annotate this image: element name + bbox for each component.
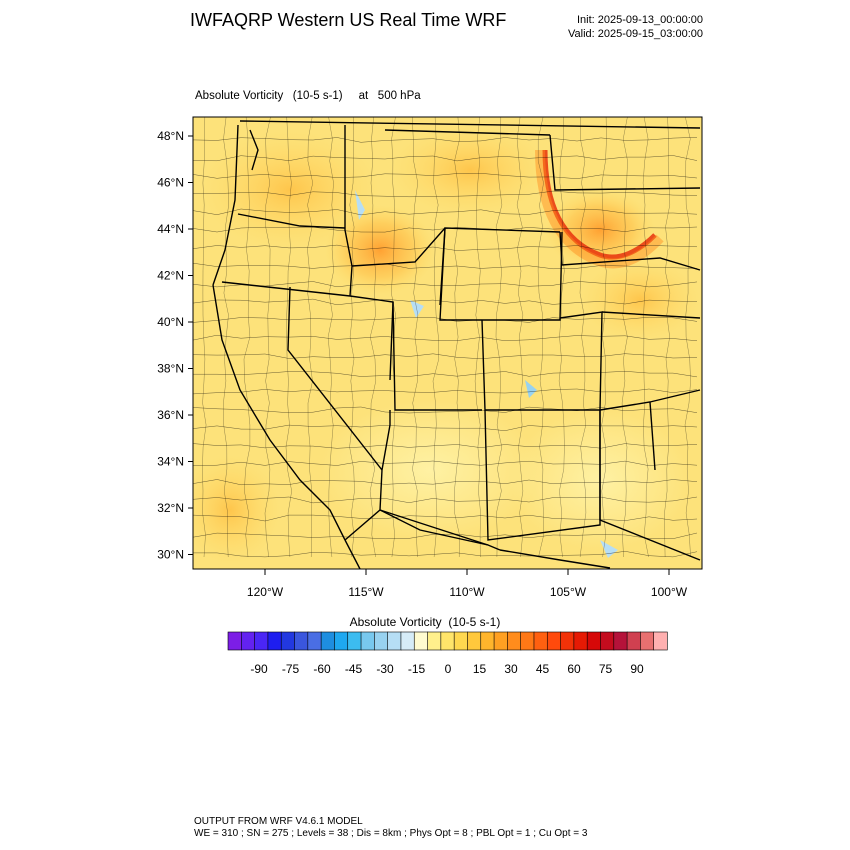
colorbar xyxy=(227,631,668,651)
colorbar-tick-label: 15 xyxy=(473,662,487,676)
colorbar-tick-label: -15 xyxy=(408,662,426,676)
colorbar-swatch xyxy=(507,631,522,651)
colorbar-swatch xyxy=(280,631,296,651)
colorbar-swatch xyxy=(626,631,641,651)
vorticity-area-idaho xyxy=(325,205,435,295)
negative-vorticity-patch xyxy=(355,190,365,220)
colorbar-swatch xyxy=(480,631,495,651)
colorbar-swatch xyxy=(307,631,322,651)
colorbar-tick-label: 90 xyxy=(630,662,644,676)
colorbar-swatch xyxy=(520,631,535,651)
colorbar-tick-label: 75 xyxy=(599,662,613,676)
colorbar-tick-label: -75 xyxy=(282,662,300,676)
footer-model: OUTPUT FROM WRF V4.6.1 MODEL xyxy=(194,816,363,827)
lon-label: 110°W xyxy=(449,585,485,599)
colorbar-tick-label: -30 xyxy=(376,662,394,676)
run-times: Init: 2025-09-13_00:00:00 Valid: 2025-09… xyxy=(568,13,703,41)
colorbar-swatch xyxy=(640,631,655,651)
colorbar-swatch xyxy=(453,631,469,651)
colorbar-swatch xyxy=(241,631,256,651)
colorbar-swatch xyxy=(573,631,588,651)
colorbar-tick-label: 30 xyxy=(504,662,518,676)
colorbar-swatch xyxy=(413,631,429,651)
colorbar-swatch xyxy=(387,631,402,651)
model-footer: OUTPUT FROM WRF V4.6.1 MODEL WE = 310 ; … xyxy=(194,816,587,840)
lat-label: 36°N xyxy=(157,408,184,422)
colorbar-swatch xyxy=(440,631,455,651)
footer-settings: WE = 310 ; SN = 275 ; Levels = 38 ; Dis … xyxy=(194,828,588,839)
lat-label: 42°N xyxy=(157,269,184,283)
lon-label: 115°W xyxy=(348,585,384,599)
map-frame xyxy=(192,116,703,570)
lat-label: 30°N xyxy=(157,548,184,562)
vorticity-area-pacific xyxy=(193,455,280,565)
page-title: IWFAQRP Western US Real Time WRF xyxy=(190,10,507,30)
vorticity-max-arc-halo xyxy=(535,149,664,269)
colorbar-tick-label: 45 xyxy=(536,662,550,676)
colorbar-tick-label: 0 xyxy=(445,662,452,676)
lon-label: 105°W xyxy=(550,585,587,599)
vorticity-max-arc xyxy=(542,149,657,260)
colorbar-tick-label: -45 xyxy=(345,662,363,676)
colorbar-swatch xyxy=(347,631,362,651)
colorbar-swatch xyxy=(546,631,562,651)
colorbar-swatch xyxy=(360,631,375,651)
negative-vorticity-patch xyxy=(525,380,537,398)
colorbar-swatch xyxy=(586,631,602,651)
valid-time: Valid: 2025-09-15_03:00:00 xyxy=(568,28,703,40)
lat-label: 48°N xyxy=(157,129,184,143)
colorbar-swatch xyxy=(613,631,628,651)
lat-label: 32°N xyxy=(157,501,184,515)
colorbar-ticks: -90 -75 -60 -45 -30 -15 0 15 30 45 60 75 90 xyxy=(250,662,644,676)
colorbar-title: Absolute Vorticity (10-5 s-1) xyxy=(349,615,501,629)
colorbar-swatch xyxy=(427,631,442,651)
lat-label: 44°N xyxy=(157,222,184,236)
colorbar-swatch xyxy=(653,631,668,651)
vorticity-area-montana xyxy=(390,125,550,215)
colorbar-swatch xyxy=(294,631,309,651)
colorbar-swatch xyxy=(533,631,548,651)
field-subtitle: Absolute Vorticity (10-5 s-1) at 500 hPa xyxy=(195,90,421,102)
lat-label: 40°N xyxy=(157,315,184,329)
vorticity-area-southwest xyxy=(320,400,540,540)
colorbar-swatch xyxy=(374,631,389,651)
colorbar-swatch xyxy=(493,631,508,651)
county-lines xyxy=(193,117,698,558)
lon-label: 100°W xyxy=(651,585,688,599)
vorticity-area-nebraska xyxy=(580,260,700,340)
colorbar-swatch xyxy=(334,631,349,651)
colorbar-swatch xyxy=(600,631,615,651)
colorbar-swatch xyxy=(227,631,242,651)
colorbar-swatch xyxy=(467,631,482,651)
init-time: Init: 2025-09-13_00:00:00 xyxy=(577,14,703,26)
colorbar-swatch xyxy=(320,631,336,651)
colorbar-tick-label: -60 xyxy=(313,662,331,676)
lat-label: 34°N xyxy=(157,455,184,469)
lat-label: 38°N xyxy=(157,362,184,376)
longitude-axis: 120°W 115°W 110°W 105°W 100°W xyxy=(247,569,688,599)
lat-label: 46°N xyxy=(157,176,184,190)
colorbar-swatch xyxy=(267,631,282,651)
latitude-axis: 48°N 46°N 44°N 42°N 40°N 38°N 36°N 34°N 32°N 30°N xyxy=(157,129,193,562)
colorbar-swatch xyxy=(560,631,575,651)
colorbar-tick-label: -90 xyxy=(250,662,268,676)
negative-vorticity-patch xyxy=(410,300,424,318)
map-panel xyxy=(193,117,702,569)
vorticity-area-northwest xyxy=(200,130,380,250)
colorbar-swatch xyxy=(400,631,415,651)
vorticity-area-dakotas xyxy=(545,190,655,270)
colorbar-swatch xyxy=(254,631,269,651)
state-borders xyxy=(212,120,701,569)
colorbar-tick-label: 60 xyxy=(567,662,581,676)
lon-label: 120°W xyxy=(247,585,284,599)
